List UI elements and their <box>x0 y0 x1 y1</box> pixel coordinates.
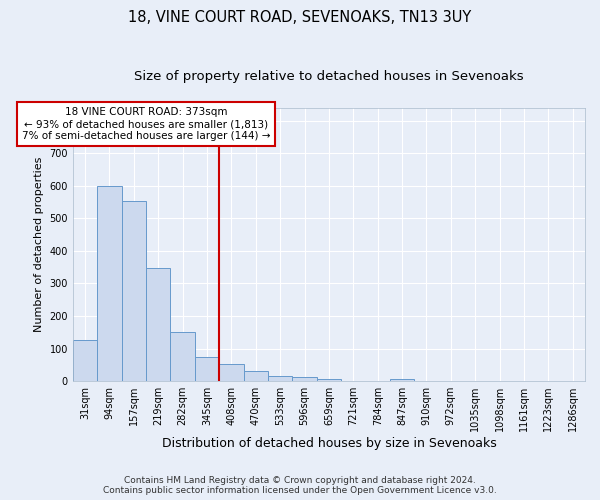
Title: Size of property relative to detached houses in Sevenoaks: Size of property relative to detached ho… <box>134 70 524 83</box>
Bar <box>122 200 146 381</box>
Bar <box>317 380 341 381</box>
Bar <box>97 186 122 381</box>
Text: 18, VINE COURT ROAD, SEVENOAKS, TN13 3UY: 18, VINE COURT ROAD, SEVENOAKS, TN13 3UY <box>128 10 472 25</box>
Bar <box>390 379 414 381</box>
X-axis label: Distribution of detached houses by size in Sevenoaks: Distribution of detached houses by size … <box>161 437 496 450</box>
Text: 18 VINE COURT ROAD: 373sqm
← 93% of detached houses are smaller (1,813)
7% of se: 18 VINE COURT ROAD: 373sqm ← 93% of deta… <box>22 108 270 140</box>
Y-axis label: Number of detached properties: Number of detached properties <box>34 156 44 332</box>
Bar <box>73 340 97 381</box>
Bar <box>170 332 195 381</box>
Bar <box>292 377 317 381</box>
Bar <box>244 372 268 381</box>
Bar <box>195 356 219 381</box>
Bar <box>146 268 170 381</box>
Text: Contains HM Land Registry data © Crown copyright and database right 2024.
Contai: Contains HM Land Registry data © Crown c… <box>103 476 497 495</box>
Bar <box>268 376 292 381</box>
Bar <box>219 364 244 381</box>
